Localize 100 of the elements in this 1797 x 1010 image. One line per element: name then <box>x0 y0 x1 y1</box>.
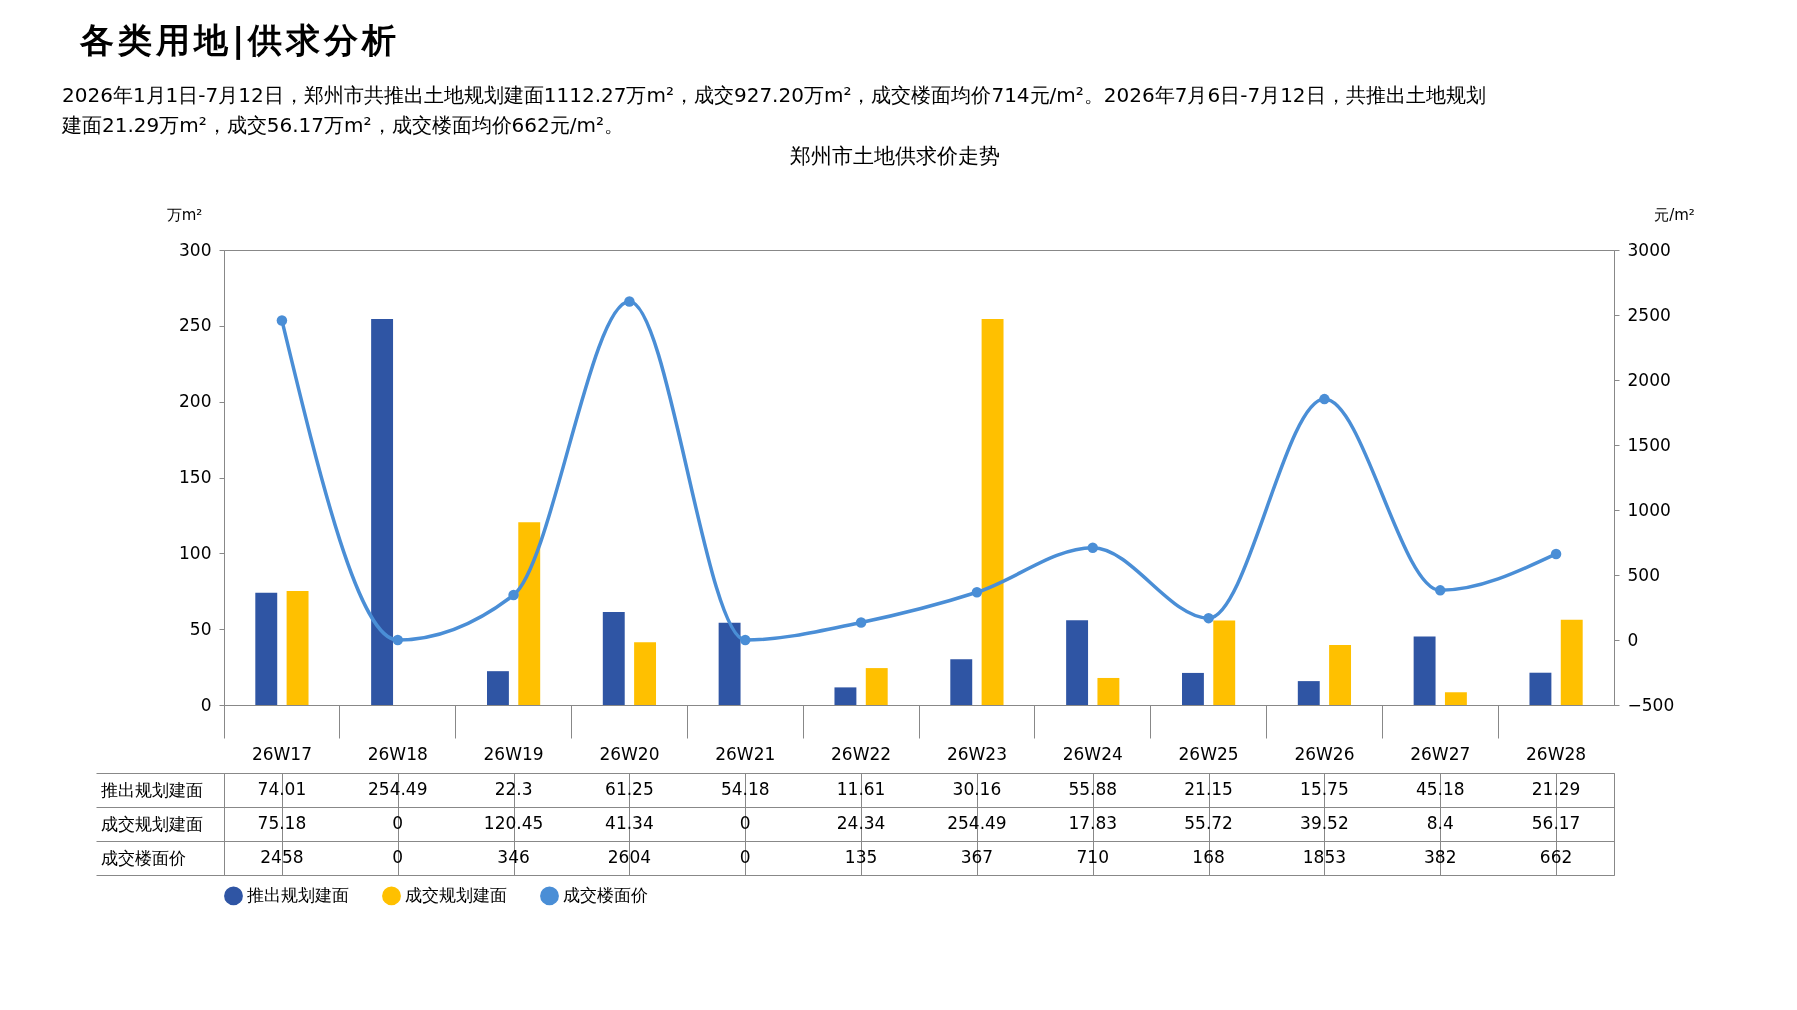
data-label: 41.34 <box>605 813 654 833</box>
bar <box>865 668 888 705</box>
y-tick-label: 250 <box>179 315 212 336</box>
data-label: 346 <box>497 847 530 867</box>
data-label: 254.49 <box>947 813 1007 833</box>
bar <box>1413 636 1436 705</box>
x-tick-label: 26W23 <box>946 743 1007 764</box>
data-label: 120.45 <box>483 813 544 833</box>
point <box>276 315 288 326</box>
bar <box>1529 672 1552 705</box>
data-label: 30.16 <box>952 779 1002 799</box>
bar <box>486 671 509 705</box>
bar <box>1297 681 1320 705</box>
data-label: 61.25 <box>605 779 654 799</box>
data-label: 54.18 <box>720 779 770 799</box>
point <box>1319 393 1330 405</box>
data-label: 24.34 <box>836 813 886 833</box>
y2-tick-label: 1000 <box>1627 499 1671 520</box>
x-tick-label: 26W22 <box>831 743 892 764</box>
bar <box>1181 672 1204 705</box>
x-tick-label: 26W18 <box>367 743 428 764</box>
data-label: 21.15 <box>1184 779 1233 799</box>
data-label: 55.72 <box>1184 813 1233 833</box>
point <box>1203 612 1214 624</box>
x-tick-label: 26W17 <box>251 743 312 764</box>
bar <box>286 590 309 705</box>
point <box>1087 542 1098 553</box>
data-label: 0 <box>739 847 751 867</box>
data-label: 0 <box>392 847 404 867</box>
data-label: 135 <box>844 847 878 867</box>
data-label: 15.75 <box>1300 779 1349 799</box>
bar <box>602 612 625 705</box>
data-label: 254.49 <box>368 779 428 799</box>
bar <box>1097 677 1120 705</box>
bar <box>1329 645 1352 705</box>
data-label: 75.18 <box>257 813 307 833</box>
bar <box>1444 692 1467 705</box>
y2-tick-label: 2500 <box>1627 304 1671 325</box>
data-label: 0 <box>739 813 751 833</box>
point <box>508 589 519 601</box>
point <box>740 634 751 646</box>
x-tick-label: 26W21 <box>715 743 776 764</box>
text: 各类用地|供求分析 <box>79 19 402 62</box>
x-tick-label: 26W25 <box>1178 743 1239 764</box>
chart-title: 郑州市土地供求价走势 <box>789 143 1000 168</box>
data-label: 39.52 <box>1300 813 1349 833</box>
y2-tick-label: 3000 <box>1627 239 1671 260</box>
bar <box>718 622 741 705</box>
bar <box>1560 619 1583 705</box>
x-tick-label: 26W19 <box>483 743 544 764</box>
bar <box>1066 620 1089 705</box>
data-label: 11.61 <box>836 779 886 799</box>
point <box>392 634 403 646</box>
point <box>1550 548 1562 560</box>
y-tick-label: 200 <box>179 391 212 412</box>
y-axis-title: 万m² <box>166 205 203 224</box>
data-label: 45.18 <box>1415 779 1465 799</box>
y-tick-label: 300 <box>179 239 212 260</box>
data-label: 56.17 <box>1531 813 1581 833</box>
bar <box>981 319 1004 705</box>
data-label: 21.29 <box>1531 779 1581 799</box>
text: 推出规划建面 <box>100 779 203 800</box>
x-tick-label: 26W26 <box>1294 743 1355 764</box>
data-label: 74.01 <box>257 779 307 799</box>
y2-tick-label: −500 <box>1627 694 1675 715</box>
y-tick-label: 50 <box>189 618 212 639</box>
y2-tick-label: 500 <box>1627 564 1660 585</box>
y-tick-label: 150 <box>179 467 212 487</box>
data-label: 17.83 <box>1068 813 1118 833</box>
point <box>971 587 983 598</box>
bar <box>255 592 278 705</box>
y2-tick-label: 2000 <box>1627 369 1671 390</box>
text: 成交规划建面 <box>100 813 203 834</box>
bar <box>950 659 973 705</box>
x-tick-label: 26W28 <box>1526 743 1587 764</box>
data-label: 710 <box>1076 847 1109 867</box>
point <box>855 617 867 628</box>
data-label: 8.4 <box>1426 813 1454 833</box>
bar <box>834 687 857 705</box>
y2-axis-title: 元/m² <box>1654 205 1695 224</box>
data-label: 367 <box>960 847 994 867</box>
data-label: 168 <box>1192 847 1225 867</box>
data-label: 22.3 <box>494 779 533 799</box>
bar <box>1213 620 1236 705</box>
data-label: 662 <box>1539 847 1573 867</box>
y2-tick-label: 1500 <box>1627 434 1671 455</box>
data-label: 2604 <box>607 847 652 867</box>
x-tick-label: 26W20 <box>599 743 660 764</box>
y-tick-label: 0 <box>200 694 212 715</box>
legend-label: 推出规划建面 <box>247 884 349 905</box>
text: 2026年1月1日-7月12日，郑州市共推出土地规划建面1112.27万m²，成交927.20万m²，成交楼面均价714元/m²。2026年7月6日-7月12日，共推出土地规划建面21.29万m²，成交56.17万m²，成交楼面均价662元/m²。 <box>61 82 1487 139</box>
bar <box>634 642 657 705</box>
x-tick-label: 26W24 <box>1062 743 1123 764</box>
data-label: 2458 <box>260 847 304 867</box>
text: 成交楼面价 <box>100 847 186 868</box>
data-label: 55.88 <box>1068 779 1118 799</box>
legend-label: 成交楼面价 <box>563 884 648 905</box>
legend-label: 成交规划建面 <box>405 884 507 905</box>
y-tick-label: 100 <box>179 542 212 563</box>
y2-tick-label: 0 <box>1627 629 1639 650</box>
